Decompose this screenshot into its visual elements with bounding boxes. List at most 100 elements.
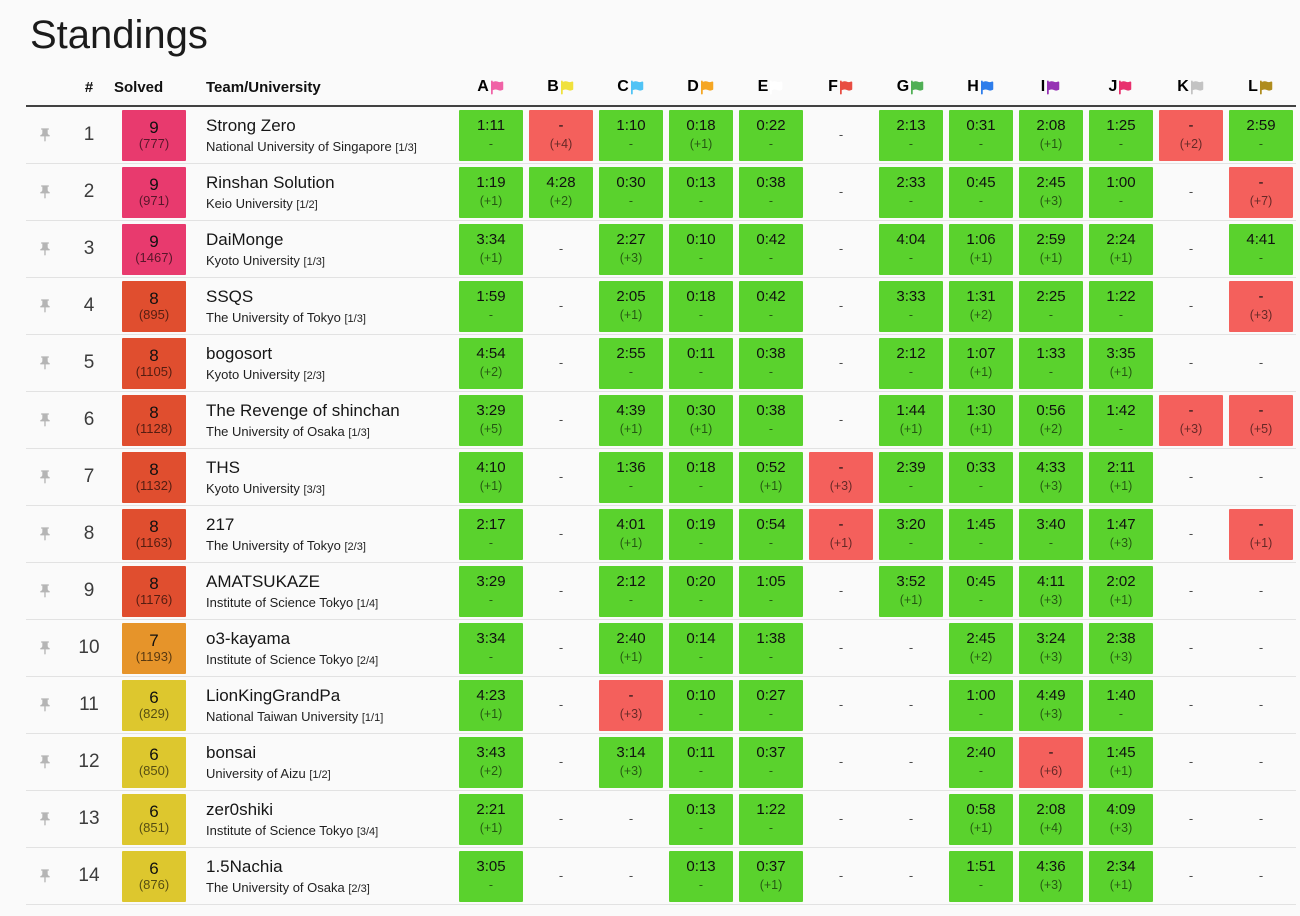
pin-button[interactable] <box>26 127 64 143</box>
pin-button[interactable] <box>26 469 64 485</box>
pin-button[interactable] <box>26 241 64 257</box>
pin-button[interactable] <box>26 355 64 371</box>
result-cell: 3:43 (+2) <box>459 736 523 788</box>
problem-header-H[interactable]: H <box>946 78 1016 96</box>
solve-time: 2:33 <box>896 174 926 192</box>
pin-button[interactable] <box>26 811 64 827</box>
no-submission-marker: - <box>558 297 564 313</box>
result-cell: - <box>1159 566 1223 617</box>
problem-header-A[interactable]: A <box>456 78 526 96</box>
retry-count: - <box>768 136 774 151</box>
problem-header-B[interactable]: B <box>526 78 596 96</box>
problem-header-D[interactable]: D <box>666 78 736 96</box>
solve-time: 0:11 <box>686 345 716 363</box>
retry-count: (+1) <box>479 820 503 835</box>
result-cell: - <box>529 851 593 902</box>
solve-time: 3:24 <box>1036 630 1066 648</box>
no-submission-marker: - <box>1188 810 1194 826</box>
problem-header-G[interactable]: G <box>876 78 946 96</box>
pin-button[interactable] <box>26 526 64 542</box>
retry-count: (+1) <box>969 421 993 436</box>
result-cell: 1:47 (+3) <box>1089 508 1153 560</box>
retry-count: - <box>1258 136 1264 151</box>
no-submission-marker: - <box>1188 525 1194 541</box>
solve-time: 3:52 <box>896 573 926 591</box>
solve-time: 1:45 <box>966 516 996 534</box>
no-submission-marker: - <box>838 639 844 655</box>
result-cell: - <box>809 338 873 389</box>
solve-time: 2:25 <box>1036 288 1066 306</box>
no-submission-marker: - <box>558 582 564 598</box>
result-cell: - <box>879 623 943 674</box>
result-cell: 3:34 (+1) <box>459 223 523 275</box>
solve-time: 4:09 <box>1106 801 1136 819</box>
pin-button[interactable] <box>26 868 64 884</box>
problem-label: E <box>757 78 769 95</box>
no-submission-marker: - <box>558 867 564 883</box>
retry-count: (+2) <box>1179 136 1203 151</box>
retry-count: - <box>768 820 774 835</box>
result-cell: - (+5) <box>1229 394 1293 446</box>
team-name: The Revenge of shinchan <box>206 401 400 420</box>
result-cell: 3:52 (+1) <box>879 565 943 617</box>
pin-button[interactable] <box>26 754 64 770</box>
pin-button[interactable] <box>26 298 64 314</box>
result-cell: 0:11- <box>669 736 733 788</box>
result-cell: 2:59- <box>1229 109 1293 161</box>
retry-count: - <box>768 364 774 379</box>
solve-time: 1:06 <box>966 231 996 249</box>
solved-badge: 8 (895) <box>122 280 186 332</box>
result-cell: - <box>809 281 873 332</box>
solve-time: 3:29 <box>476 573 506 591</box>
solve-time: 2:21 <box>476 801 506 819</box>
team-university: Institute of Science Tokyo [3/4] <box>206 823 379 838</box>
solve-time: 4:39 <box>616 402 646 420</box>
result-cell: - <box>1229 851 1293 902</box>
solved-count: 6 <box>149 801 159 821</box>
solved-badge: 8 (1105) <box>122 337 186 389</box>
pin-button[interactable] <box>26 583 64 599</box>
solve-time: 0:27 <box>756 687 786 705</box>
result-cell: - (+3) <box>1159 394 1223 446</box>
solve-time: 2:34 <box>1106 858 1136 876</box>
result-cell: - <box>1159 509 1223 560</box>
solve-time: 1:22 <box>756 801 786 819</box>
team-university: Keio University [1/2] <box>206 196 318 211</box>
no-submission-marker: - <box>908 753 914 769</box>
problem-header-F[interactable]: F <box>806 78 876 96</box>
table-row: 11 6 (829) LionKingGrandPa National Taiw… <box>26 677 1296 734</box>
result-cell: 0:52 (+1) <box>739 451 803 503</box>
problem-header-C[interactable]: C <box>596 78 666 96</box>
pin-button[interactable] <box>26 697 64 713</box>
solved-badge: 9 (971) <box>122 166 186 218</box>
result-cell: 0:14- <box>669 622 733 674</box>
problem-header-K[interactable]: K <box>1156 78 1226 96</box>
no-submission-marker: - <box>838 354 844 370</box>
team-name: AMATSUKAZE <box>206 572 320 591</box>
team-name: bogosort <box>206 344 273 363</box>
problem-header-I[interactable]: I <box>1016 78 1086 96</box>
result-cell: 2:05 (+1) <box>599 280 663 332</box>
result-cell: - (+2) <box>1159 109 1223 161</box>
pin-icon <box>40 584 50 598</box>
pin-button[interactable] <box>26 184 64 200</box>
problem-header-E[interactable]: E <box>736 78 806 96</box>
problem-header-J[interactable]: J <box>1086 78 1156 96</box>
retry-count: - <box>978 193 984 208</box>
pin-button[interactable] <box>26 412 64 428</box>
no-submission-marker: - <box>1188 639 1194 655</box>
solve-time: 3:34 <box>476 231 506 249</box>
solved-penalty: (895) <box>138 307 170 323</box>
pin-button[interactable] <box>26 640 64 656</box>
team-name: Rinshan Solution <box>206 173 335 192</box>
solve-time: 1:11 <box>476 117 506 135</box>
retry-count: - <box>908 307 914 322</box>
problem-header-L[interactable]: L <box>1226 78 1296 96</box>
no-submission-marker: - <box>1258 753 1264 769</box>
solved-count: 9 <box>149 231 159 251</box>
solve-time: 2:38 <box>1106 630 1136 648</box>
problem-label: K <box>1177 78 1189 95</box>
solve-time: 0:33 <box>966 459 996 477</box>
header-rank: # <box>84 78 94 96</box>
retry-count: - <box>488 592 494 607</box>
